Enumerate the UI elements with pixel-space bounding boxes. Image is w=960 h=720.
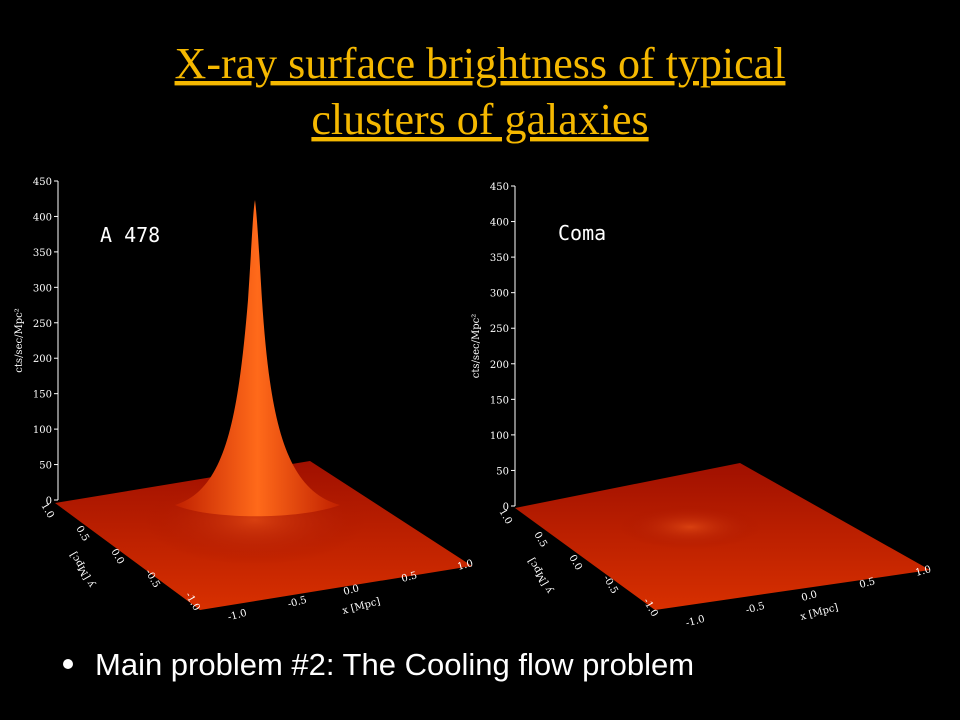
z-tick-label: 0 bbox=[503, 502, 509, 513]
x-tick-label: -1.0 bbox=[685, 614, 706, 630]
z-tick-label: 0 bbox=[46, 496, 52, 507]
x-tick-label: 1.0 bbox=[456, 558, 474, 573]
panel-label: Coma bbox=[558, 221, 606, 245]
z-tick-label: 150 bbox=[33, 390, 52, 401]
x-axis-label: x [Mpc] bbox=[341, 596, 381, 617]
z-tick-label: 400 bbox=[33, 212, 52, 223]
title-line: X-ray surface brightness of typical bbox=[175, 39, 786, 88]
z-tick-label: 300 bbox=[33, 283, 52, 294]
bullet-text: Main problem #2: The Cooling flow proble… bbox=[95, 647, 694, 682]
x-tick-label: -0.5 bbox=[745, 601, 766, 617]
z-tick-label: 100 bbox=[33, 425, 52, 436]
x-tick-label: -0.5 bbox=[287, 595, 308, 611]
x-tick-label: 1.0 bbox=[914, 564, 932, 579]
y-tick-label: 1.0 bbox=[496, 507, 513, 526]
y-axis-label: y [Mpc] bbox=[526, 556, 556, 596]
z-tick-label: 450 bbox=[33, 177, 52, 188]
z-tick-label: 50 bbox=[496, 466, 509, 477]
z-tick-label: 300 bbox=[490, 289, 509, 300]
y-tick-label: 1.0 bbox=[38, 501, 55, 520]
x-tick-label: -1.0 bbox=[227, 608, 248, 624]
z-axis-label: cts/sec/Mpc² bbox=[471, 314, 482, 378]
x-tick-label: 0.0 bbox=[342, 583, 360, 598]
surface-coma bbox=[515, 463, 930, 610]
z-tick-label: 50 bbox=[39, 461, 52, 472]
x-tick-label: 0.5 bbox=[400, 570, 418, 585]
surface-a478 bbox=[55, 200, 472, 610]
z-tick-label: 100 bbox=[490, 431, 509, 442]
y-axis-label: y [Mpc] bbox=[68, 550, 98, 590]
z-tick-label: 350 bbox=[490, 253, 509, 264]
z-tick-label: 200 bbox=[490, 360, 509, 371]
z-tick-label: 200 bbox=[33, 354, 52, 365]
z-tick-label: 250 bbox=[33, 319, 52, 330]
x-tick-label: 0.0 bbox=[800, 589, 818, 604]
z-tick-label: 250 bbox=[490, 324, 509, 335]
z-tick-label: 450 bbox=[490, 182, 509, 193]
y-tick-label: 0.5 bbox=[531, 530, 548, 549]
z-axis-label: cts/sec/Mpc² bbox=[14, 308, 25, 372]
bullet-dot bbox=[63, 659, 73, 669]
z-tick-label: 350 bbox=[33, 248, 52, 259]
x-tick-label: 0.5 bbox=[858, 576, 876, 591]
panel-label: A 478 bbox=[100, 223, 160, 247]
z-tick-label: 400 bbox=[490, 218, 509, 229]
z-tick-label: 150 bbox=[490, 395, 509, 406]
x-axis-label: x [Mpc] bbox=[799, 602, 839, 623]
title-line: clusters of galaxies bbox=[311, 95, 648, 144]
